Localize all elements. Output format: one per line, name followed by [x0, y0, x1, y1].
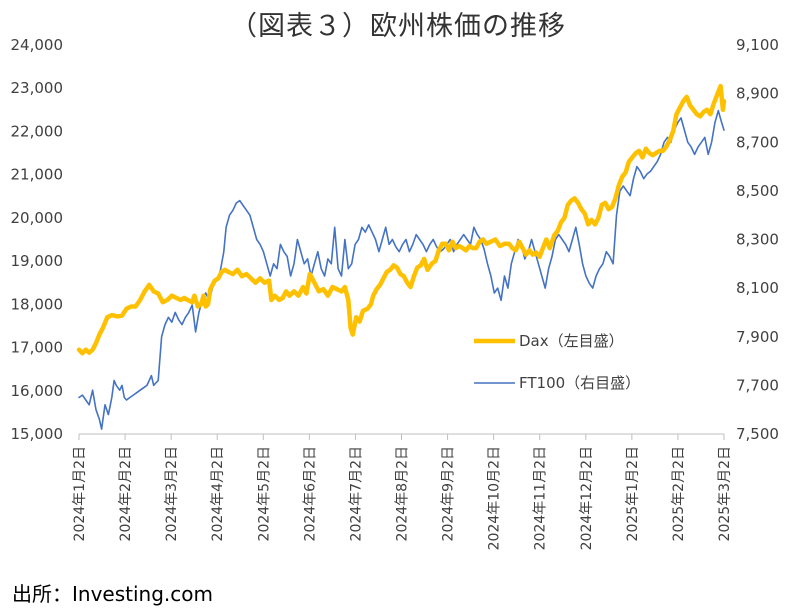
- left-tick-label: 17,000: [11, 339, 64, 357]
- x-tick-label: 2024年5月2日: [256, 446, 272, 541]
- right-tick-label: 8,500: [736, 182, 779, 200]
- left-tick-label: 22,000: [11, 122, 64, 140]
- left-tick-label: 18,000: [11, 295, 64, 313]
- left-tick-label: 15,000: [11, 425, 64, 443]
- right-axis-ticks: 7,500 7,700 7,900 8,100 8,300 8,500 8,700 8,900…: [736, 36, 779, 443]
- left-tick-label: 24,000: [11, 36, 64, 54]
- x-tick-label: 2024年7月2日: [348, 446, 364, 541]
- legend-ft100-label: FT100（右目盛）: [519, 374, 640, 392]
- series-lines: [76, 83, 727, 430]
- series-line-dax: [76, 83, 727, 356]
- x-tick-label: 2025年3月2日: [717, 446, 733, 541]
- x-tick-label: 2025年2月2日: [671, 446, 687, 541]
- right-tick-label: 9,100: [736, 36, 779, 54]
- left-tick-label: 19,000: [11, 252, 64, 270]
- series-line-ft100: [78, 109, 725, 430]
- left-tick-label: 20,000: [11, 209, 64, 227]
- x-tick-label: 2024年9月2日: [441, 446, 457, 541]
- legend: Dax（左目盛） FT100（右目盛）: [474, 332, 640, 392]
- x-axis: 2024年1月2日 2024年2月2日 2024年3月2日 2024年4月2日 2024…: [72, 433, 733, 550]
- right-tick-label: 8,900: [736, 85, 779, 103]
- x-tick-label: 2024年10月2日: [487, 446, 503, 550]
- x-tick-label: 2024年8月2日: [395, 446, 411, 541]
- x-tick-label: 2024年1月2日: [72, 446, 88, 541]
- x-tick-label: 2024年3月2日: [164, 446, 180, 541]
- right-tick-label: 7,700: [736, 376, 779, 394]
- left-tick-label: 23,000: [11, 79, 64, 97]
- left-tick-label: 21,000: [11, 166, 64, 184]
- right-tick-label: 7,900: [736, 328, 779, 346]
- source-note: 出所：Investing.com: [12, 582, 213, 606]
- right-tick-label: 8,300: [736, 231, 779, 249]
- right-tick-label: 8,700: [736, 133, 779, 151]
- chart-title: （図表３）欧州株価の推移: [230, 11, 566, 42]
- x-tick-label: 2024年11月2日: [533, 446, 549, 550]
- legend-dax-label: Dax（左目盛）: [519, 332, 624, 350]
- x-tick-label: 2025年1月2日: [625, 446, 641, 541]
- x-tick-label: 2024年4月2日: [210, 446, 226, 541]
- right-tick-label: 7,500: [736, 425, 779, 443]
- right-tick-label: 8,100: [736, 279, 779, 297]
- left-tick-label: 16,000: [11, 382, 64, 400]
- x-tick-label: 2024年12月2日: [579, 446, 595, 550]
- x-tick-label: 2024年2月2日: [118, 446, 134, 541]
- left-axis-ticks: 15,000 16,000 17,000 18,000 19,000 20,000 21,0…: [11, 36, 64, 443]
- x-tick-label: 2024年6月2日: [302, 446, 318, 541]
